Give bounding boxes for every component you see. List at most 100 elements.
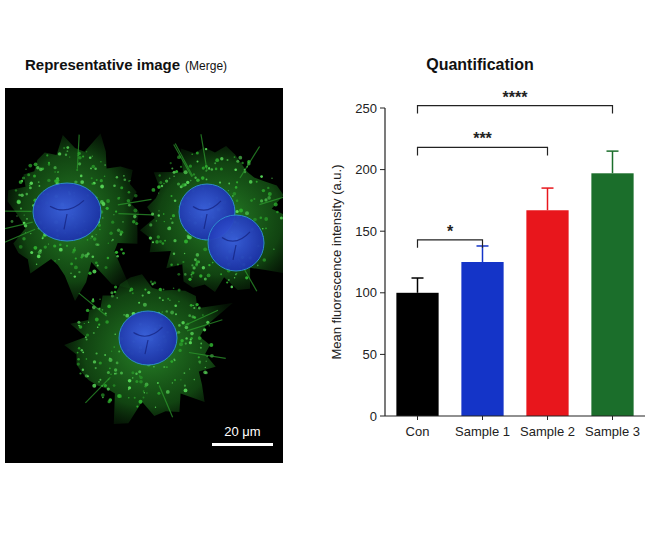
cell-speckle (134, 194, 138, 198)
cell-speckle (189, 341, 192, 344)
cell-speckle (77, 321, 80, 324)
nucleus (119, 311, 177, 365)
cell-speckle (70, 263, 73, 266)
cell-speckle (234, 156, 236, 158)
cell-speckle (101, 393, 105, 397)
cell-speckle (178, 301, 180, 303)
cell-speckle (110, 374, 111, 375)
cell-speckle (151, 213, 154, 216)
cell-speckle (82, 155, 84, 157)
cell-speckle (191, 315, 194, 318)
cell-speckle (110, 291, 113, 294)
page: Representative image(Merge)20 μmQuantifi… (0, 0, 653, 533)
cell-speckle (115, 251, 118, 254)
cell-process (259, 194, 283, 205)
cell-speckle (120, 233, 122, 235)
cell-speckle (128, 379, 132, 383)
cell-speckle (185, 337, 187, 339)
cell-speckle (226, 281, 228, 283)
cell-speckle (185, 343, 187, 345)
cell-speckle (273, 249, 274, 250)
cell-speckle (166, 390, 170, 394)
cell-speckle (135, 222, 138, 225)
cell-speckle (106, 199, 110, 203)
cell-speckle (194, 379, 196, 381)
nucleus-texture (222, 232, 250, 260)
cell-speckle (170, 218, 171, 219)
cell-speckle (54, 166, 57, 169)
cell-speckle (105, 320, 109, 324)
cell-speckle (96, 234, 97, 235)
cell-speckle (207, 274, 211, 278)
cell-speckle (100, 161, 102, 163)
cell-speckle (70, 272, 72, 274)
cell-speckle (95, 367, 97, 369)
cell-speckle (124, 178, 127, 181)
cell-speckle (159, 240, 162, 243)
x-tick-label: Con (406, 424, 430, 439)
cell-speckle (111, 221, 114, 224)
cell-speckle (77, 352, 79, 354)
cell-speckle (260, 175, 263, 178)
cell-speckle (123, 175, 125, 177)
cell-speckle (39, 249, 42, 252)
error-bar (417, 278, 419, 293)
cell-speckle (212, 262, 214, 264)
scale-bar (212, 443, 273, 446)
cell-speckle (268, 192, 272, 196)
cell-speckle (199, 363, 200, 364)
cell-speckle (105, 266, 108, 269)
significance-label: **** (503, 89, 529, 106)
cell-process (118, 214, 152, 215)
cell-speckle (236, 181, 238, 183)
cell-speckle (206, 361, 207, 362)
cell-speckle (169, 178, 171, 180)
cell-speckle (78, 156, 82, 160)
significance-label: * (447, 223, 454, 240)
cell-speckle (189, 368, 190, 369)
bar (461, 262, 503, 416)
cell-speckle (157, 235, 160, 238)
cell-speckle (169, 300, 170, 301)
cell-speckle (92, 156, 93, 157)
cell-speckle (271, 178, 272, 179)
cell-speckle (36, 166, 39, 169)
cell-speckle (98, 324, 100, 326)
cell-speckle (104, 354, 106, 356)
cell-speckle (143, 397, 145, 399)
cell-speckle (184, 389, 188, 393)
cell-speckle (194, 177, 196, 179)
cell-speckle (184, 253, 185, 254)
cell-speckle (186, 181, 189, 184)
cell-speckle (36, 264, 37, 265)
cell-speckle (200, 343, 202, 345)
cell-speckle (104, 164, 106, 166)
cell-speckle (215, 158, 219, 162)
cell-speckle (171, 195, 173, 197)
cell-speckle (117, 197, 120, 200)
cell-speckle (109, 367, 111, 369)
cell-speckle (133, 209, 137, 213)
cell-speckle (181, 183, 185, 187)
cell-speckle (233, 192, 237, 196)
cell-speckle (138, 302, 140, 304)
cell-speckle (235, 186, 238, 189)
cell-speckle (93, 360, 96, 363)
cell-speckle (135, 373, 137, 375)
cell-speckle (88, 322, 89, 323)
cell-speckle (114, 368, 117, 371)
significance-label: *** (473, 130, 492, 147)
cell-speckle (88, 272, 91, 275)
cell-speckle (241, 162, 243, 164)
cell-speckle (153, 281, 156, 284)
cell-speckle (276, 211, 279, 214)
cell-speckle (143, 303, 147, 307)
cell-speckle (87, 252, 90, 255)
cell-speckle (173, 171, 176, 174)
cell-speckle (185, 326, 189, 330)
cell-speckle (174, 200, 177, 203)
cell-speckle (249, 180, 253, 184)
y-axis-title: Mean fluorescence intensity (a.u.) (329, 164, 344, 359)
cell-speckle (102, 309, 104, 311)
cell-speckle (87, 375, 89, 377)
